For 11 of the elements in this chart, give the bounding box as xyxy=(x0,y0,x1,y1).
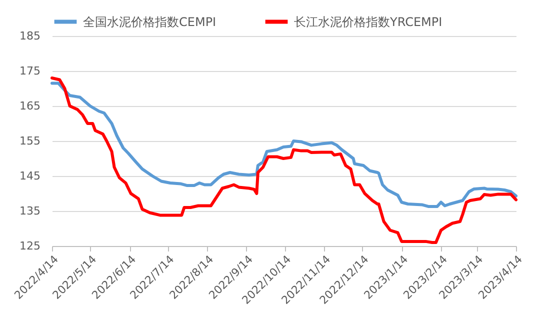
y-tick-label: 125 xyxy=(20,240,40,252)
y-tick-label: 185 xyxy=(20,30,40,42)
line-series xyxy=(50,82,518,208)
legend-label: 长江水泥价格指数YRCEMPI xyxy=(294,14,442,29)
y-tick-label: 135 xyxy=(20,204,40,218)
line-series xyxy=(50,76,518,244)
y-tick-label: 175 xyxy=(20,64,40,78)
y-tick-label: 145 xyxy=(20,170,40,182)
y-tick-label: 155 xyxy=(20,134,40,148)
y-tick-label: 165 xyxy=(20,100,40,112)
legend-label: 全国水泥价格指数CEMPI xyxy=(83,14,216,29)
